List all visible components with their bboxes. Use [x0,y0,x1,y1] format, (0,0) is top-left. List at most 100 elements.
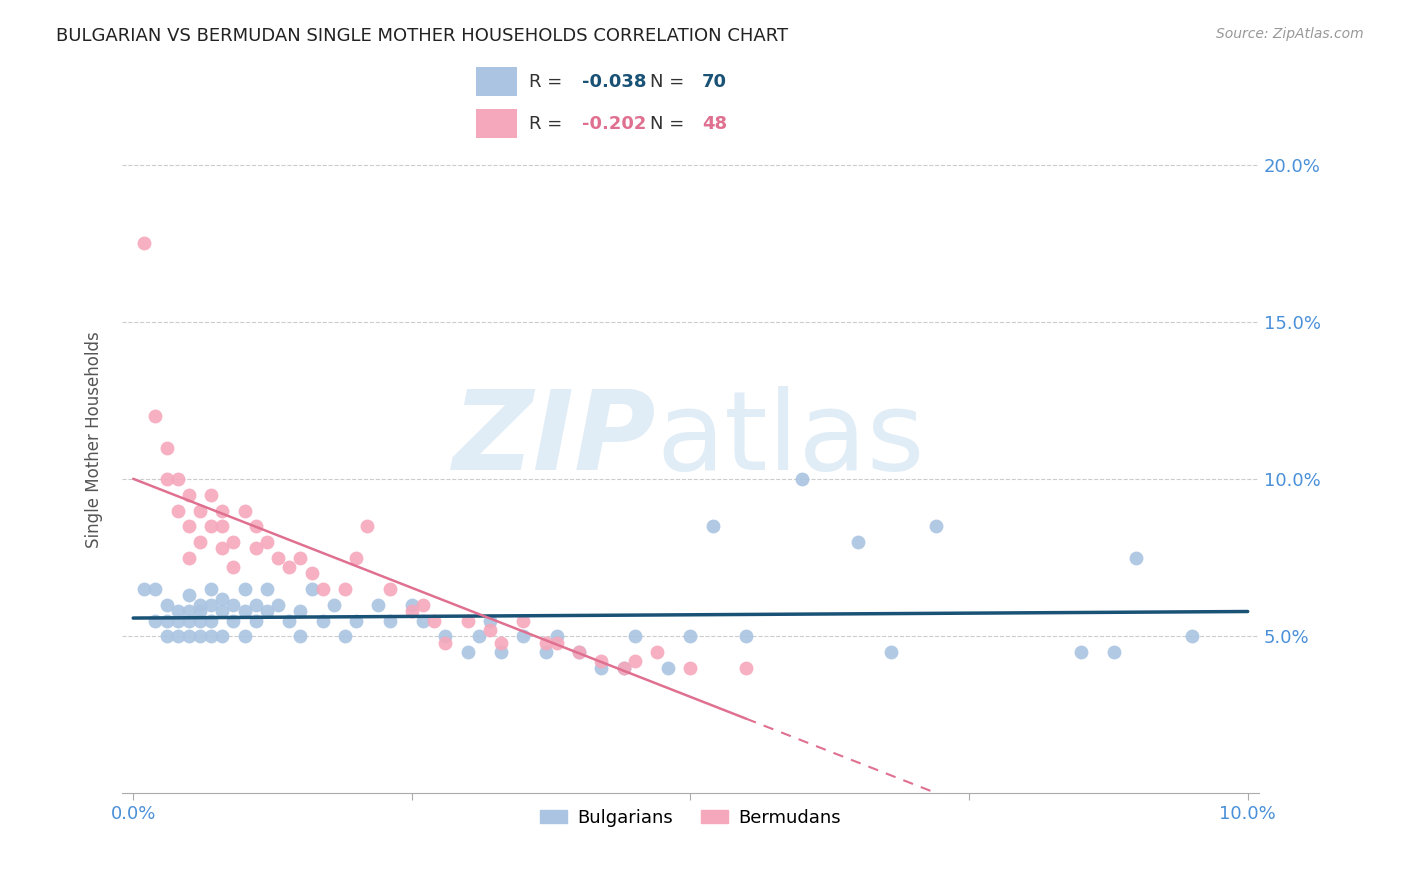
Text: N =: N = [650,72,689,91]
Point [423,614,446,628]
Point [156,598,179,612]
Point [177,629,200,643]
Bar [477,109,516,138]
Point [156,629,179,643]
Point [1181,629,1204,643]
Point [401,604,423,618]
Point [188,629,211,643]
Point [846,535,869,549]
Point [233,582,256,596]
Point [211,519,233,533]
Point [188,598,211,612]
Point [177,488,200,502]
Point [790,472,813,486]
Point [256,604,278,618]
Point [211,604,233,618]
Text: Source: ZipAtlas.com: Source: ZipAtlas.com [1216,27,1364,41]
Point [591,661,613,675]
Point [679,661,702,675]
Point [301,582,323,596]
Point [177,519,200,533]
Point [245,541,267,556]
Point [222,560,245,574]
Point [211,503,233,517]
Point [333,629,356,643]
Point [311,582,333,596]
Point [512,629,534,643]
Point [177,614,200,628]
Point [188,604,211,618]
Point [188,535,211,549]
Point [267,598,290,612]
Point [145,409,167,424]
Point [188,503,211,517]
Text: R =: R = [529,114,568,133]
Point [735,661,758,675]
Point [278,614,301,628]
Legend: Bulgarians, Bermudans: Bulgarians, Bermudans [533,801,848,834]
Text: ZIP: ZIP [453,386,657,493]
Point [245,598,267,612]
Point [166,472,188,486]
Point [200,582,222,596]
Point [613,661,636,675]
Point [166,614,188,628]
Point [880,645,903,659]
Point [457,614,479,628]
Point [645,645,668,659]
Point [344,614,367,628]
Point [412,614,434,628]
Point [546,629,568,643]
Point [166,604,188,618]
Point [546,635,568,649]
Point [735,629,758,643]
Point [245,519,267,533]
Point [512,614,534,628]
Point [489,635,512,649]
Point [568,645,591,659]
Point [156,472,179,486]
Point [568,645,591,659]
Bar [477,67,516,96]
Text: 70: 70 [702,72,727,91]
Point [333,582,356,596]
Point [267,550,290,565]
Point [177,550,200,565]
Point [467,629,489,643]
Point [702,519,724,533]
Text: atlas: atlas [657,386,925,493]
Point [434,635,457,649]
Point [290,629,312,643]
Point [344,550,367,565]
Point [177,604,200,618]
Point [657,661,679,675]
Point [613,661,636,675]
Point [591,654,613,668]
Point [301,566,323,581]
Point [211,591,233,606]
Point [1070,645,1092,659]
Point [534,645,557,659]
Point [489,645,512,659]
Point [434,629,457,643]
Point [200,519,222,533]
Point [290,604,312,618]
Point [623,654,645,668]
Point [233,629,256,643]
Point [256,582,278,596]
Point [1125,550,1147,565]
Point [924,519,946,533]
Point [200,629,222,643]
Point [166,503,188,517]
Y-axis label: Single Mother Households: Single Mother Households [86,332,103,549]
Point [233,604,256,618]
Point [378,614,401,628]
Point [679,629,702,643]
Point [245,614,267,628]
Point [256,535,278,549]
Point [278,560,301,574]
Point [200,488,222,502]
Point [156,441,179,455]
Point [412,598,434,612]
Point [478,623,501,637]
